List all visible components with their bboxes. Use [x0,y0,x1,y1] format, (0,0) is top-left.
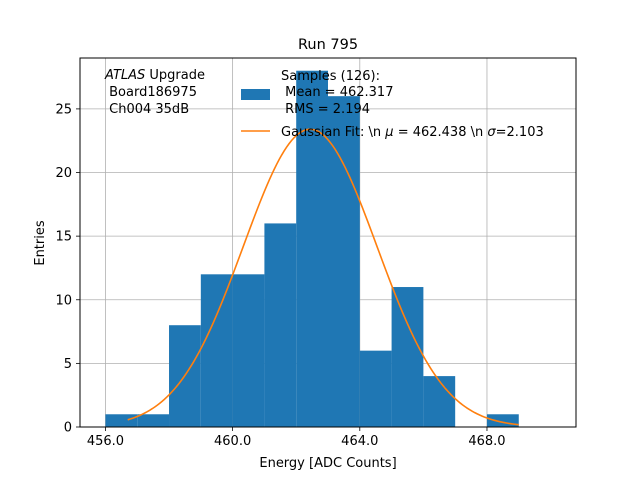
gaussian-fit-curve [127,128,519,426]
histogram-bar [423,376,456,427]
y-tick-label: 15 [55,230,72,245]
annotation-upgrade: Upgrade [145,68,205,83]
histogram-bar [486,414,519,427]
legend-samples-line-1: Samples (126): [281,69,380,84]
x-tick-label: 464.0 [341,434,378,449]
legend-fit-sigma: σ [487,125,496,140]
y-axis-label: Entries [33,220,48,266]
y-tick-label: 5 [64,357,72,372]
x-tick-label: 468.0 [468,434,505,449]
histogram-bar [105,414,138,427]
legend-fit-mu: μ [384,125,393,140]
histogram-bar [359,350,392,427]
atlas-italic: ATLAS [104,68,145,83]
legend-samples-line-2: Mean = 462.317 [281,85,393,100]
legend-fit-suffix: =2.103 [496,125,544,140]
legend-fit-prefix: Gaussian Fit: \n [281,125,385,140]
x-axis-label: Energy [ADC Counts] [259,456,396,471]
legend-fit-mid: = 462.438 \n [394,125,488,140]
y-tick-label: 20 [55,166,72,181]
legend-fit-label: Gaussian Fit: \n μ = 462.438 \n σ=2.103 [281,125,544,140]
annotation-line-3: Ch004 35dB [105,102,189,117]
histogram-bar [232,274,265,427]
annotation-line-1: ATLAS Upgrade [104,68,205,83]
histogram-bar [328,96,360,427]
annotation-line-2: Board186975 [105,85,197,100]
histogram-bar [200,274,233,427]
y-tick-label: 10 [55,293,72,308]
histogram-bars [105,70,519,428]
histogram-bar [391,287,424,427]
x-tick-label: 460.0 [214,434,251,449]
y-axis-ticks: 0 5 10 15 20 25 [55,102,80,436]
chart-title: Run 795 [298,37,358,53]
y-tick-label: 25 [55,102,72,117]
atlas-annotation: ATLAS Upgrade Board186975 Ch004 35dB [104,68,205,117]
histogram-bar [137,414,170,427]
histogram-bar [264,223,297,427]
plot-frame [79,57,577,428]
legend-samples-patch [241,89,270,100]
legend: Samples (126): Mean = 462.317 RMS = 2.19… [241,69,544,140]
legend-samples-line-3: RMS = 2.194 [281,102,370,117]
gaussian-fit [127,128,519,426]
x-axis-ticks: 456.0 460.0 464.0 468.0 [87,427,506,449]
x-tick-label: 456.0 [87,434,124,449]
y-tick-label: 0 [64,421,72,436]
